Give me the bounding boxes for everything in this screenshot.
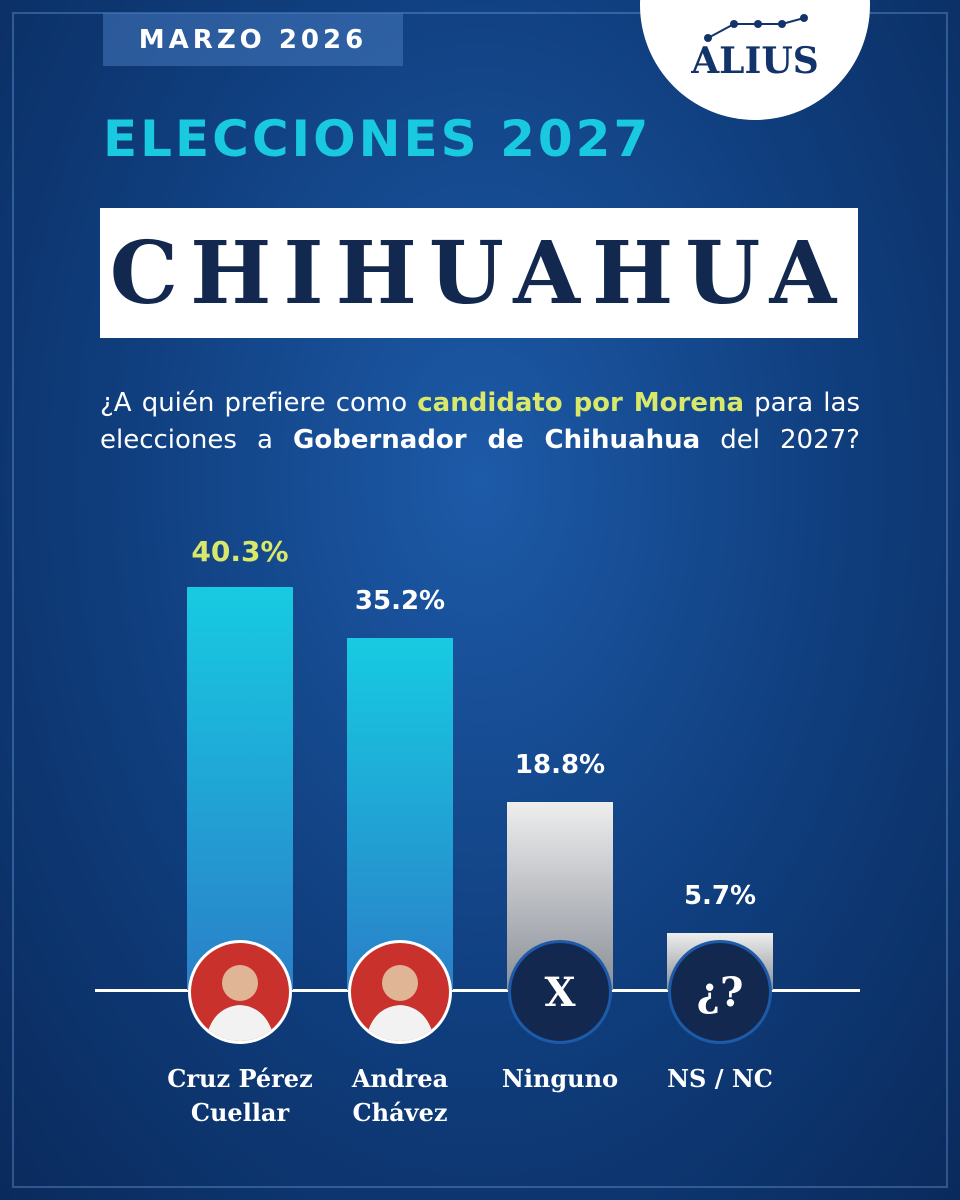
category-label: Ninguno	[501, 1064, 619, 1093]
question: ¿A quién prefiere como candidato por Mor…	[100, 385, 860, 459]
category-label: Andrea Chávez	[351, 1064, 449, 1127]
question-highlight: Gobernador de Chihuahua	[293, 425, 701, 455]
value-label: 18.8%	[514, 750, 606, 780]
photo	[348, 940, 452, 1044]
brand: ALIUS	[691, 40, 819, 82]
title: ELECCIONES 2027	[103, 110, 652, 168]
frame	[12, 12, 948, 1188]
photo	[188, 940, 292, 1044]
question-highlight: candidato por Morena	[417, 388, 745, 418]
person-icon	[365, 965, 435, 1041]
value-label: 5.7%	[683, 881, 757, 911]
question-text: del 2027?	[700, 425, 860, 455]
person-icon	[205, 965, 275, 1041]
baseline	[95, 989, 860, 992]
logo-graph	[704, 14, 808, 42]
subtitle-box: CHIHUAHUA	[100, 208, 858, 338]
question-text: para las elecciones a	[100, 388, 860, 455]
question-text: ¿A quién prefiere como	[100, 388, 418, 418]
value-label: 40.3%	[191, 535, 289, 568]
bar	[347, 638, 453, 990]
category-label: NS / NC	[667, 1064, 773, 1093]
icon: ¿?	[668, 940, 772, 1044]
icon: X	[508, 940, 612, 1044]
icon-label: ¿?	[696, 968, 744, 1016]
icon-label: X	[544, 968, 576, 1016]
category-label: Cruz Pérez Cuellar	[167, 1064, 313, 1127]
subtitle: CHIHUAHUA	[109, 222, 849, 324]
date-badge: MARZO 2026	[103, 13, 403, 66]
value-label: 35.2%	[354, 586, 446, 616]
bar	[187, 587, 293, 990]
